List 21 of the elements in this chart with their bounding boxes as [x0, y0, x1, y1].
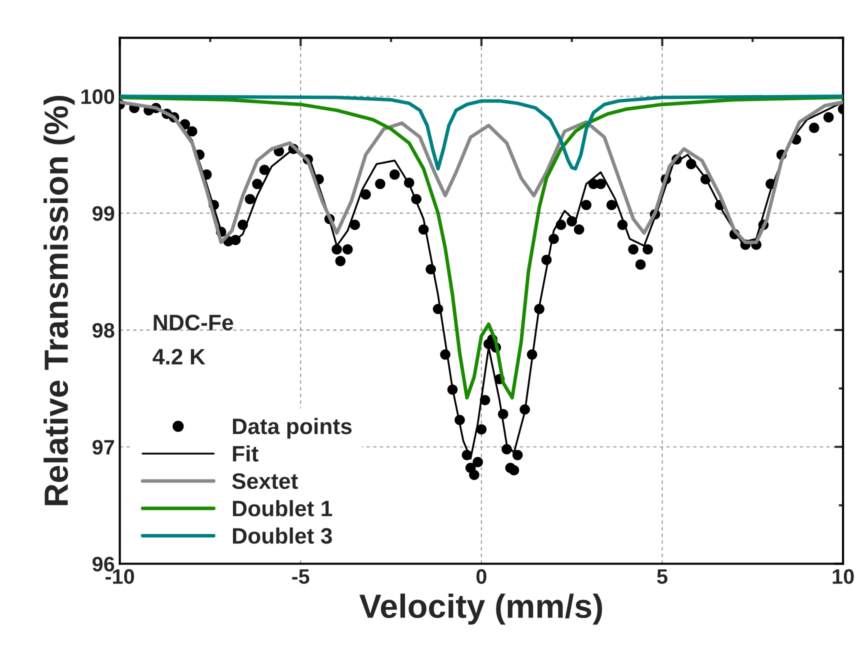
x-tick-label: 5 — [657, 569, 668, 584]
x-tick-label: 0 — [476, 569, 486, 584]
annotation: 4.2 K — [152, 348, 206, 364]
legend-label: Doublet 1 — [232, 500, 332, 516]
legend-label: Data points — [232, 418, 352, 439]
line-series — [120, 96, 844, 400]
line-series — [120, 94, 844, 170]
y-tick-label: 96 — [92, 556, 114, 572]
x-tick-label: -5 — [292, 569, 310, 584]
legend-label: Sextet — [232, 473, 298, 490]
legend-label: Fit — [232, 445, 258, 462]
y-tick-label: 97 — [92, 440, 114, 455]
y-tick-label: 100 — [82, 89, 114, 104]
x-tick-label: -10 — [106, 569, 134, 584]
legend-label: Doublet 3 — [232, 527, 332, 544]
x-axis-title: Velocity (mm/s) — [359, 594, 602, 625]
y-axis-title: Relative Transmission (%) — [44, 96, 75, 506]
x-tick-label: 10 — [832, 569, 854, 584]
annotation: NDC-Fe — [154, 314, 234, 330]
y-tick-label: 99 — [92, 206, 114, 221]
y-tick-label: 98 — [92, 323, 114, 338]
